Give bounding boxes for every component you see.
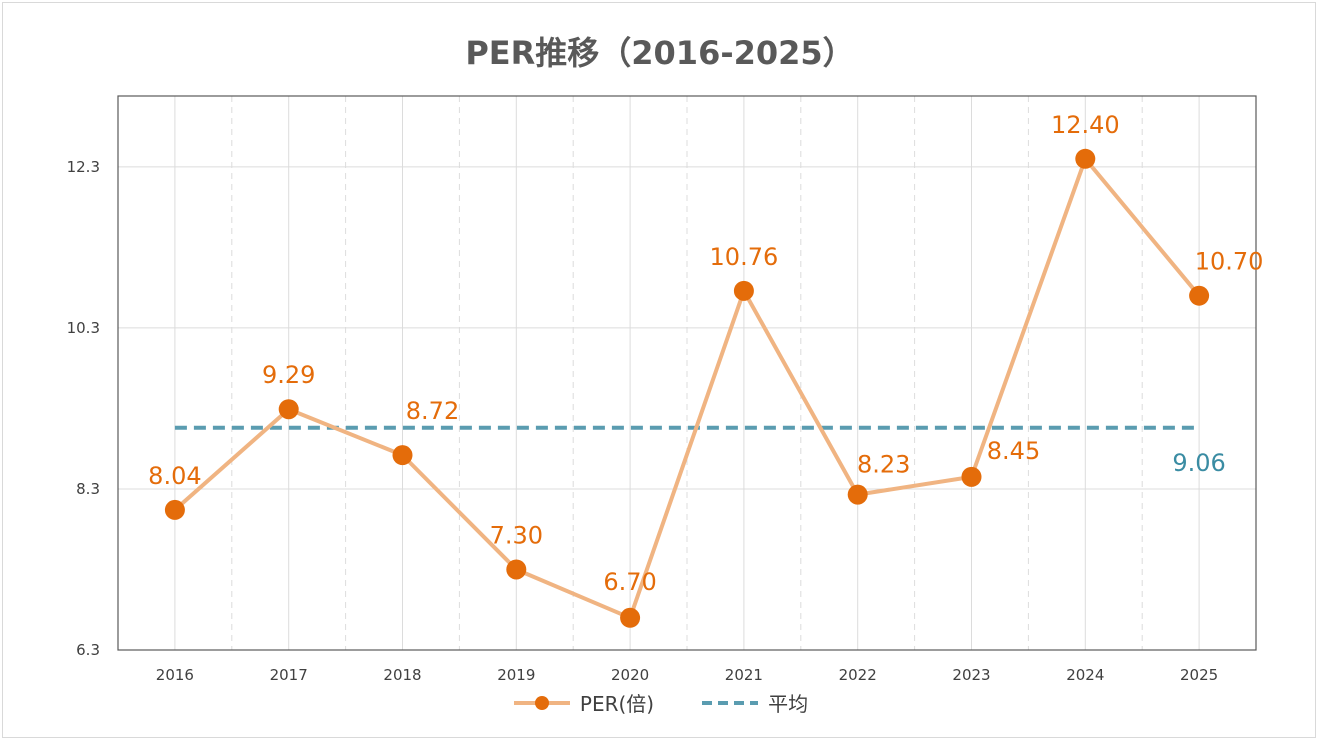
x-tick-label: 2025 <box>1180 666 1218 684</box>
per-data-label: 8.04 <box>148 462 201 490</box>
per-series-line <box>173 156 1201 620</box>
chart-legend: PER(倍) 平均 <box>0 688 1320 717</box>
x-tick-label: 2019 <box>497 666 535 684</box>
per-data-point <box>620 607 641 628</box>
x-tick-label: 2021 <box>725 666 763 684</box>
per-data-label: 8.72 <box>406 397 459 425</box>
y-tick-label: 10.3 <box>67 319 100 337</box>
plot-area-border <box>117 95 1257 651</box>
per-data-point <box>1189 285 1210 306</box>
per-data-point <box>961 466 982 487</box>
per-data-point <box>506 559 527 580</box>
x-tick-label: 2018 <box>383 666 421 684</box>
chart-title: PER推移（2016-2025） <box>465 34 855 72</box>
y-tick-label: 6.3 <box>76 641 100 659</box>
per-data-label: 8.45 <box>987 437 1040 465</box>
per-data-label: 8.23 <box>857 451 910 479</box>
y-tick-label: 8.3 <box>76 480 100 498</box>
per-data-label: 12.40 <box>1051 111 1120 139</box>
x-tick-label: 2017 <box>270 666 308 684</box>
per-data-label: 10.76 <box>710 243 779 271</box>
per-data-label: 9.29 <box>262 361 315 389</box>
per-data-point <box>733 280 754 301</box>
legend-per-marker-icon <box>513 695 570 710</box>
legend-average-dash-icon <box>702 700 759 705</box>
legend-per-label: PER(倍) <box>579 692 655 716</box>
x-tick-label: 2023 <box>952 666 990 684</box>
x-tick-label: 2016 <box>156 666 194 684</box>
per-data-label: 6.70 <box>603 568 656 596</box>
per-data-point <box>1075 148 1096 169</box>
per-data-point <box>164 499 185 520</box>
x-tick-label: 2020 <box>611 666 649 684</box>
x-tick-label: 2024 <box>1066 666 1104 684</box>
per-data-label: 7.30 <box>490 521 543 549</box>
y-tick-label: 12.3 <box>67 158 100 176</box>
legend-item-per[interactable]: PER(倍) <box>512 688 654 717</box>
x-tick-label: 2022 <box>839 666 877 684</box>
legend-average-label: 平均 <box>768 692 809 716</box>
legend-item-average[interactable]: 平均 <box>700 688 808 717</box>
per-data-point <box>392 445 413 466</box>
per-data-point <box>278 399 299 420</box>
average-data-label: 9.06 <box>1172 449 1225 477</box>
per-data-label: 10.70 <box>1195 248 1264 276</box>
per-data-point <box>847 484 868 505</box>
